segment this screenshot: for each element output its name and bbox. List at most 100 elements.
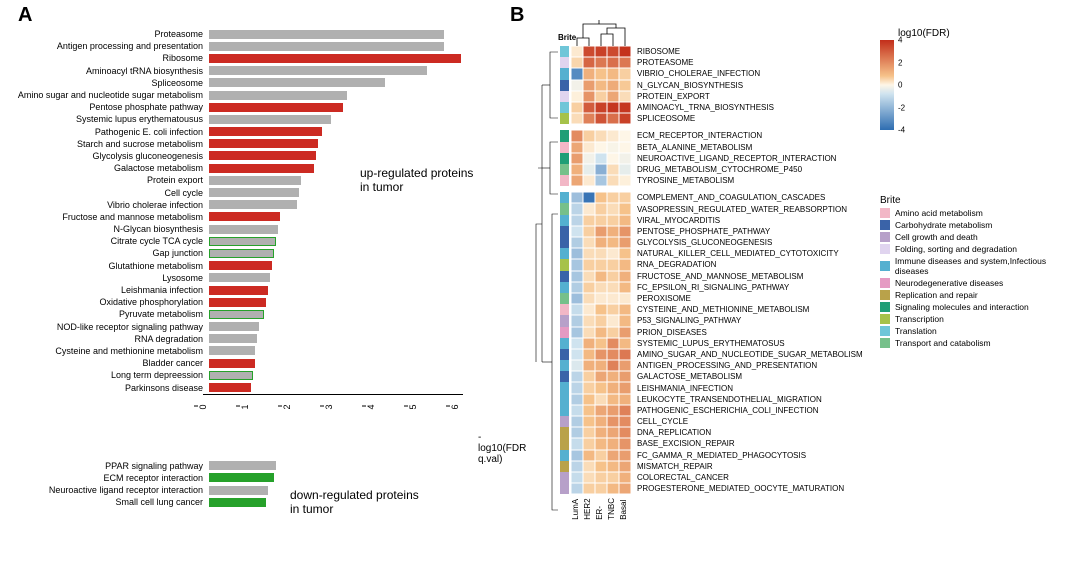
heatmap-cell (619, 461, 631, 472)
bar (209, 498, 266, 507)
heatmap-cell (607, 68, 619, 79)
heatmap-cell (571, 472, 583, 483)
bar (209, 66, 427, 75)
heatmap-cell (595, 349, 607, 360)
bar-track (209, 103, 488, 112)
bar-track (209, 91, 488, 100)
heatmap-row-label: DNA_REPLICATION (631, 428, 711, 437)
heatmap-cells (571, 102, 631, 113)
heatmap-cell (595, 215, 607, 226)
heatmap-cell (619, 304, 631, 315)
heatmap-row: PENTOSE_PHOSPHATE_PATHWAY (560, 226, 863, 237)
heatmap-cell (595, 142, 607, 153)
heatmap-cell (619, 438, 631, 449)
brite-swatch (560, 259, 569, 270)
row-dendrogram (532, 46, 558, 516)
heatmap-cell (619, 80, 631, 91)
bar (209, 103, 343, 112)
heatmap-cell (571, 394, 583, 405)
heatmap-cell (595, 259, 607, 270)
heatmap-row: PATHOGENIC_ESCHERICHIA_COLI_INFECTION (560, 405, 863, 416)
bar-track (209, 249, 488, 258)
bar-track (209, 66, 488, 75)
heatmap-cells (571, 338, 631, 349)
heatmap-row: N_GLYCAN_BIOSYNTHESIS (560, 80, 863, 91)
heatmap-row: DNA_REPLICATION (560, 427, 863, 438)
brite-swatch (560, 450, 569, 461)
bar (209, 42, 444, 51)
legend-swatch (880, 232, 890, 242)
heatmap-cell (607, 46, 619, 57)
legend-item: Amino acid metabolism (880, 208, 1080, 218)
heatmap-row-label: COLORECTAL_CANCER (631, 473, 729, 482)
heatmap-row-label: PROGESTERONE_MEDIATED_OOCYTE_MATURATION (631, 484, 844, 493)
heatmap-cell (607, 405, 619, 416)
heatmap-cells (571, 371, 631, 382)
heatmap-cell (571, 102, 583, 113)
heatmap-row-label: ECM_RECEPTOR_INTERACTION (631, 131, 762, 140)
heatmap-cell (583, 371, 595, 382)
bar (209, 212, 280, 221)
heatmap-cell (583, 248, 595, 259)
legend-swatch (880, 338, 890, 348)
heatmap-cell (619, 293, 631, 304)
bar-row: Amino sugar and nucleotide sugar metabol… (8, 89, 488, 101)
heatmap-row: AMINO_SUGAR_AND_NUCLEOTIDE_SUGAR_METABOL… (560, 349, 863, 360)
heatmap-cells (571, 394, 631, 405)
heatmap-cell (571, 192, 583, 203)
heatmap-cell (595, 237, 607, 248)
heatmap-cell (619, 46, 631, 57)
heatmap-row: PRION_DISEASES (560, 327, 863, 338)
heatmap-cells (571, 349, 631, 360)
heatmap-cell (607, 293, 619, 304)
heatmap-row-label: PROTEASOME (631, 58, 693, 67)
heatmap-cells (571, 315, 631, 326)
heatmap-row: ANTIGEN_PROCESSING_AND_PRESENTATION (560, 360, 863, 371)
heatmap-cells (571, 57, 631, 68)
heatmap-cell (583, 338, 595, 349)
bar (209, 371, 253, 380)
heatmap-cells (571, 472, 631, 483)
legend-item: Replication and repair (880, 290, 1080, 300)
heatmap-cells (571, 130, 631, 141)
heatmap-row-label: MISMATCH_REPAIR (631, 462, 713, 471)
heatmap-cell (607, 130, 619, 141)
heatmap-cell (583, 91, 595, 102)
heatmap-cell (583, 113, 595, 124)
heatmap-cells (571, 427, 631, 438)
heatmap-cell (595, 304, 607, 315)
legend-item: Signaling molecules and interaction (880, 302, 1080, 312)
bar (209, 91, 347, 100)
heatmap-cell (607, 142, 619, 153)
heatmap-cell (583, 102, 595, 113)
heatmap-cell (571, 271, 583, 282)
heatmap-cell (619, 153, 631, 164)
colorbar-tick: 4 (898, 36, 902, 45)
bar (209, 486, 268, 495)
heatmap-cell (595, 102, 607, 113)
axis-tick: 0 (198, 404, 208, 409)
heatmap-row-label: GALACTOSE_METABOLISM (631, 372, 742, 381)
bar-track (209, 127, 488, 136)
bar (209, 164, 314, 173)
heatmap-cell (583, 68, 595, 79)
bar-row: Ribosome (8, 52, 488, 64)
heatmap-row: VIRAL_MYOCARDITIS (560, 215, 863, 226)
bar-track (209, 383, 488, 392)
brite-swatch (560, 203, 569, 214)
bar-track (209, 261, 488, 270)
bar-row: Proteasome (8, 28, 488, 40)
heatmap-row: PEROXISOME (560, 293, 863, 304)
heatmap-cell (571, 293, 583, 304)
heatmap-cells (571, 450, 631, 461)
heatmap-cell (595, 248, 607, 259)
heatmap-cell (583, 315, 595, 326)
col-dendrogram (571, 18, 631, 46)
heatmap-cell (583, 483, 595, 494)
heatmap-cell (571, 142, 583, 153)
heatmap-cell (571, 349, 583, 360)
heatmap-cell (571, 203, 583, 214)
legend-swatch (880, 244, 890, 254)
heatmap-cell (607, 349, 619, 360)
bar (209, 298, 266, 307)
